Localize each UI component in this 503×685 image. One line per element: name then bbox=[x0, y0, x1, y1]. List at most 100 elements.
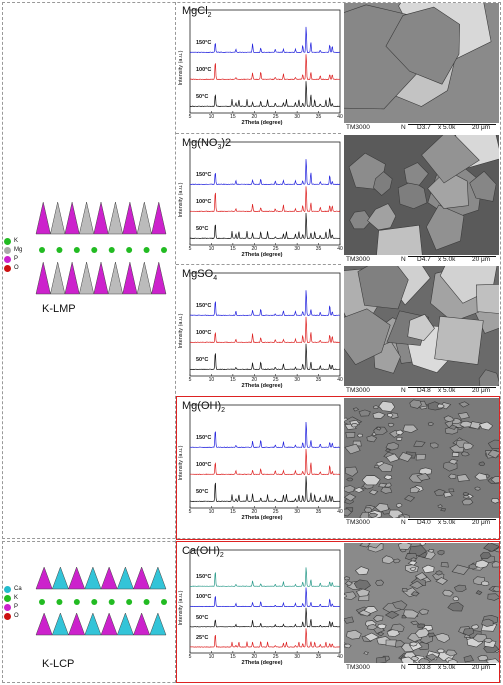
sem-crystal bbox=[458, 401, 470, 408]
sem-info-mag: x 5.0k bbox=[438, 387, 456, 394]
sem-crystal bbox=[440, 562, 449, 568]
sem-crystal bbox=[457, 412, 470, 420]
xrd-temp-label: 50°C bbox=[196, 489, 209, 496]
potassium-atom bbox=[39, 599, 45, 605]
legend-dot-o2 bbox=[4, 613, 11, 620]
sem-scale-bar bbox=[408, 387, 496, 390]
sem-scale-bar bbox=[408, 519, 496, 522]
sem-micrograph bbox=[344, 543, 499, 663]
sem-crystal bbox=[456, 474, 471, 482]
sem-info-inst: TM3000 bbox=[346, 124, 370, 131]
potassium-atom bbox=[108, 247, 115, 253]
lmp-section-box bbox=[2, 2, 501, 539]
potassium-atom bbox=[73, 247, 80, 253]
xrd-xtick-label: 15 bbox=[230, 246, 236, 252]
sem-image-panel-3: TM3000 N D4.0 x 5.0k 20 μm bbox=[344, 398, 499, 529]
potassium-atom bbox=[56, 599, 63, 605]
klcp-structure-drawing bbox=[35, 566, 167, 636]
xrd-panel-title-sub: 3 bbox=[217, 144, 222, 152]
left-column-divider bbox=[175, 2, 176, 683]
xrd-temp-label: 50°C bbox=[196, 357, 209, 364]
sem-info-inst: TM3000 bbox=[346, 664, 370, 671]
sem-crystal bbox=[410, 557, 417, 562]
sem-crystal bbox=[344, 576, 350, 581]
legend-label-k: K bbox=[14, 238, 19, 244]
xrd-xtick-label: 10 bbox=[208, 114, 215, 120]
sem-crystal bbox=[474, 472, 488, 481]
xrd-xtick-label: 40 bbox=[337, 114, 343, 120]
sem-crystal bbox=[427, 421, 435, 426]
sem-crystal bbox=[375, 579, 384, 586]
sem-crystal bbox=[440, 507, 446, 512]
xrd-xtick-label: 20 bbox=[251, 246, 258, 252]
sem-crystal bbox=[445, 649, 458, 657]
xrd-xtick-label: 10 bbox=[208, 246, 215, 252]
sem-crystal bbox=[421, 564, 435, 574]
klcp-legend: Ca K P O bbox=[4, 586, 34, 636]
xrd-xtick-label: 25 bbox=[272, 246, 279, 252]
xrd-xtick-label: 5 bbox=[188, 114, 192, 120]
xrd-plot-frame bbox=[189, 141, 341, 246]
xrd-xtick-label: 30 bbox=[294, 114, 300, 120]
xrd-xtick-label: 40 bbox=[337, 377, 343, 383]
xrd-xlabel: 2Theta (degree) bbox=[241, 515, 283, 521]
sem-crystal bbox=[478, 421, 494, 431]
sem-info-bar: TM3000 N D3.7 x 5.0k 20 μm bbox=[344, 123, 499, 134]
xrd-plot bbox=[189, 272, 341, 377]
potassium-atom bbox=[126, 247, 133, 253]
sem-crystal bbox=[344, 616, 354, 624]
sem-crystal bbox=[426, 204, 465, 251]
legend-label-ca: Ca bbox=[14, 586, 22, 592]
polyhedron bbox=[68, 612, 86, 636]
potassium-atom bbox=[161, 247, 167, 253]
potassium-atom bbox=[143, 247, 150, 253]
sem-scale-bar bbox=[408, 664, 496, 667]
sem-crystal bbox=[451, 564, 470, 575]
sem-crystal bbox=[386, 629, 400, 637]
xrd-panel-title-sub: 4 bbox=[213, 275, 218, 283]
xrd-xtick-label: 25 bbox=[272, 114, 279, 120]
polyhedron bbox=[116, 566, 134, 590]
sem-crystal bbox=[475, 559, 490, 569]
sem-crystal bbox=[352, 486, 365, 493]
sem-crystal bbox=[352, 407, 360, 412]
sem-info-scale: 20 μm bbox=[472, 124, 491, 131]
xrd-xtick-label: 35 bbox=[315, 654, 322, 660]
potassium-atom bbox=[161, 599, 167, 605]
sem-crystal bbox=[387, 413, 394, 418]
sem-crystal bbox=[435, 570, 443, 576]
xrd-panel-title-sub: 2 bbox=[207, 12, 212, 20]
sem-crystal bbox=[478, 461, 486, 467]
sem-crystal bbox=[363, 606, 378, 614]
xrd-panel-title-main: Mg(NO bbox=[182, 137, 218, 149]
sem-crystal bbox=[436, 648, 445, 654]
polyhedron bbox=[122, 261, 138, 295]
sem-crystal bbox=[378, 400, 396, 412]
sem-crystal bbox=[416, 472, 431, 481]
sem-crystal bbox=[492, 586, 499, 593]
sem-crystal bbox=[376, 426, 382, 431]
sem-crystal bbox=[418, 658, 431, 663]
polyhedron bbox=[133, 612, 151, 636]
klcp-structure bbox=[0, 565, 175, 640]
potassium-atom bbox=[91, 599, 98, 605]
sem-crystal bbox=[407, 313, 435, 341]
sem-crystal bbox=[344, 508, 352, 517]
sem-crystal bbox=[344, 308, 391, 365]
sem-crystal bbox=[402, 424, 418, 434]
potassium-atom bbox=[56, 247, 63, 253]
sem-crystal bbox=[418, 608, 429, 615]
sem-micrograph bbox=[344, 266, 499, 386]
klmp-legend: K Mg P O bbox=[4, 238, 34, 288]
sem-crystal bbox=[480, 552, 492, 559]
polyhedron bbox=[149, 612, 167, 636]
sem-crystal bbox=[483, 543, 499, 552]
xrd-xtick-label: 30 bbox=[294, 654, 300, 660]
sem-crystal bbox=[344, 594, 347, 598]
sem-crystal bbox=[357, 266, 409, 310]
polyhedron bbox=[84, 566, 102, 590]
sem-crystal bbox=[398, 543, 412, 550]
legend-dot-k bbox=[4, 238, 11, 245]
xrd-trace-0 bbox=[190, 567, 341, 587]
xrd-temp-label: 100°C bbox=[196, 462, 212, 469]
